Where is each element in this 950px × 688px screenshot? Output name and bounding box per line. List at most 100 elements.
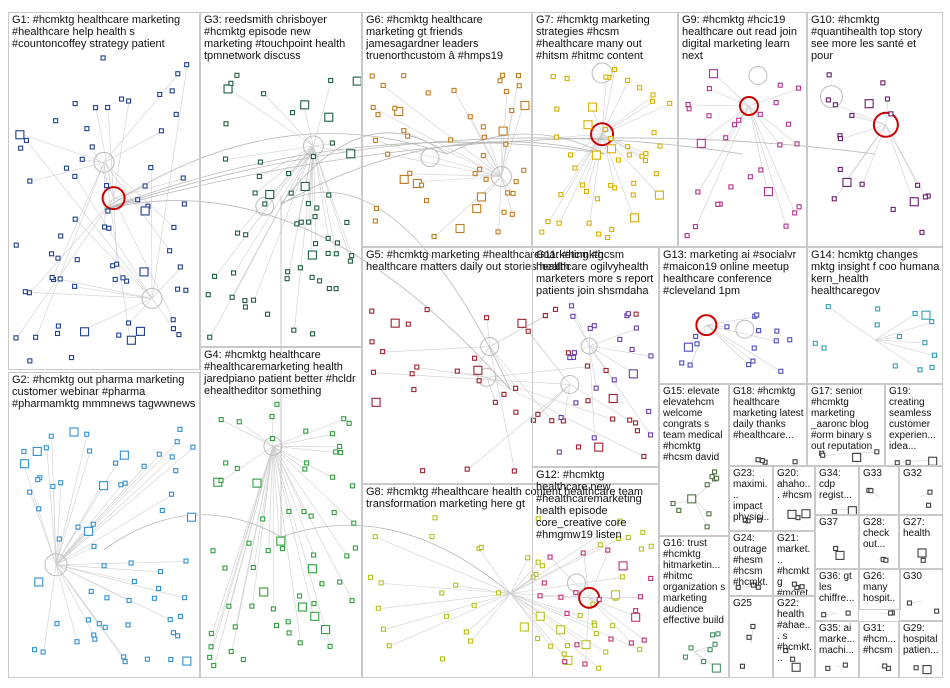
node-g2-38 (182, 595, 188, 601)
node-g8-6 (596, 665, 602, 671)
node-g5-22 (476, 378, 482, 384)
hub-node-g1-1 (93, 151, 115, 173)
node-g7-20 (649, 98, 656, 104)
group-box-g34: G34: cdp regist... (815, 466, 859, 515)
node-g2-8 (40, 649, 46, 655)
node-g14-4 (912, 310, 918, 317)
node-g2-13 (69, 427, 79, 437)
node-g1-15 (104, 182, 110, 189)
node-g6-40 (370, 104, 376, 110)
node-g5-24 (549, 418, 555, 424)
node-g2-43 (151, 595, 157, 601)
edge-g1-24 (113, 178, 184, 199)
edge-g13-2 (706, 316, 756, 326)
edge-g8-26 (510, 538, 620, 594)
node-g4-9 (280, 546, 286, 552)
node-g8-7 (535, 636, 541, 642)
edge-g5-36 (476, 346, 490, 369)
node-g8-0 (603, 649, 609, 655)
node-g6-21 (497, 78, 503, 84)
group-box-g32: G32 (899, 466, 943, 515)
node-g4-35 (285, 619, 291, 625)
edge-g6-30 (501, 176, 514, 215)
node-g4-14 (329, 431, 335, 437)
node-g9-6 (796, 85, 802, 91)
node-g6-13 (448, 137, 454, 143)
node-g10-5 (864, 99, 874, 109)
node-g3-34 (222, 156, 229, 162)
node-g1-57 (48, 251, 55, 257)
node-g9-15 (684, 233, 690, 239)
edge-g2-16 (55, 564, 95, 636)
node-g28-1 (883, 557, 889, 563)
edge-g3-20 (232, 145, 314, 298)
node-g12-2 (537, 593, 543, 599)
group-label-g18: G18: #hcmktg healthcare marketing latest… (733, 386, 807, 441)
node-g3-56 (306, 219, 312, 225)
node-g7-22 (650, 92, 656, 98)
node-g4-42 (218, 417, 224, 423)
node-g4-15 (304, 460, 310, 466)
node-g6-7 (399, 174, 409, 184)
node-g4-60 (341, 416, 347, 422)
edge-g3-12 (233, 145, 314, 274)
edge-g25-2 (750, 626, 754, 644)
inter-group-edge-7 (103, 200, 511, 391)
node-g5-43 (501, 391, 507, 397)
node-g6-37 (476, 192, 486, 202)
node-g2-21 (170, 630, 176, 636)
group-box-g14: G14: hcmktg changes mktg insight f coo h… (807, 247, 943, 384)
edge-g5-14 (563, 384, 571, 422)
node-g8-13 (535, 516, 541, 522)
node-g31-1 (882, 663, 888, 669)
edge-g2-10 (46, 448, 57, 565)
node-g3-19 (310, 154, 316, 160)
edge-g1-34 (18, 132, 105, 163)
node-g11-13 (617, 336, 623, 342)
edge-g3-38 (263, 93, 314, 147)
node-g8-44 (530, 574, 536, 580)
node-g3-3 (286, 170, 292, 177)
node-g7-44 (667, 100, 673, 106)
node-g11-16 (593, 385, 599, 391)
node-g11-21 (573, 400, 579, 406)
node-g3-55 (309, 331, 316, 337)
edge-g17-0 (845, 452, 878, 454)
node-g5-41 (634, 428, 640, 434)
edge-g1-30 (113, 101, 130, 199)
edge-g1-2 (75, 286, 153, 299)
node-g5-0 (484, 315, 490, 321)
edge-g1-64 (52, 162, 105, 279)
node-g9-11 (731, 122, 738, 128)
group-box-g36: G36: gt les chiffre... (815, 569, 859, 621)
node-g16-6 (701, 658, 707, 665)
node-g20-0 (787, 509, 797, 519)
node-g4-49 (331, 509, 337, 516)
node-g9-14 (696, 138, 706, 148)
node-g2-24 (74, 639, 80, 645)
edge-g6-2 (501, 103, 524, 177)
group-box-g35: G35: ai marke... machi... (815, 621, 859, 678)
edge-g2-58 (51, 436, 57, 565)
node-g3-23 (234, 72, 240, 78)
group-box-g24: G24: outrage #hesm #hcsm #hcmkt... (729, 531, 773, 596)
node-g11-3 (558, 414, 564, 421)
edge-g8-6 (510, 593, 600, 669)
node-g1-35 (13, 242, 19, 248)
node-g8-11 (564, 643, 570, 649)
edge-g10-10 (840, 124, 886, 140)
edge-g6-12 (410, 173, 502, 177)
node-g2-5 (88, 588, 94, 594)
edge-g4-10 (272, 446, 301, 644)
node-g1-4 (158, 128, 164, 134)
node-g21-0 (799, 584, 805, 590)
node-g2-0 (20, 459, 30, 469)
node-g6-24 (515, 73, 521, 79)
node-g9-25 (773, 100, 779, 106)
node-g12-7 (574, 642, 580, 648)
node-g14-1 (921, 310, 931, 320)
node-g4-24 (218, 477, 224, 484)
node-g8-19 (496, 590, 502, 596)
node-g8-51 (625, 534, 631, 541)
node-g1-48 (170, 317, 176, 323)
